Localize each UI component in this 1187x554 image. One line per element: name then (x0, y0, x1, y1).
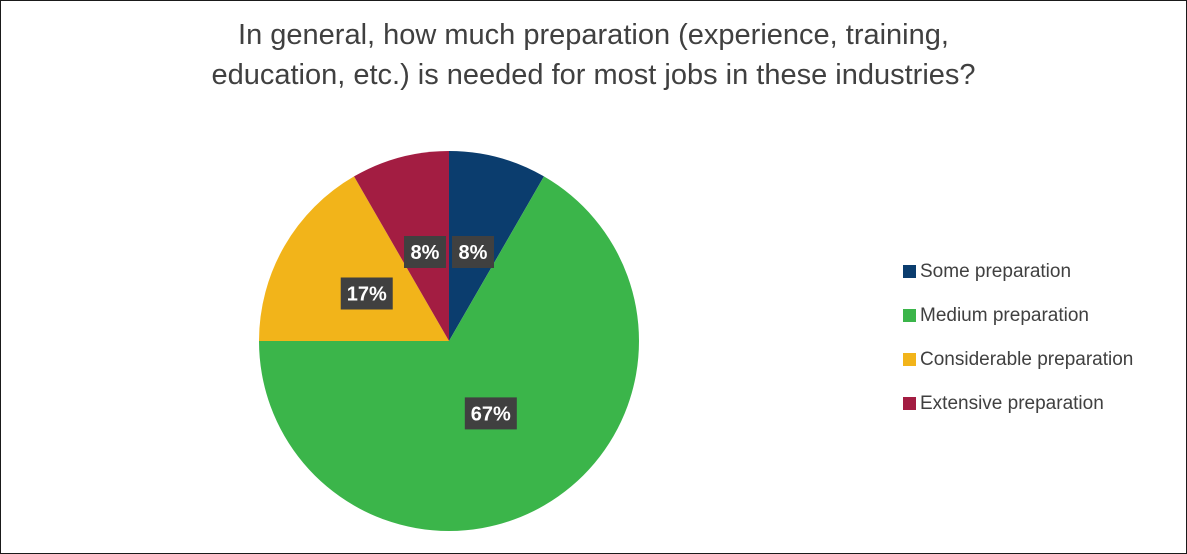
data-label: 17% (340, 277, 393, 310)
data-label-box (464, 397, 517, 430)
data-label-text: 8% (459, 242, 488, 264)
legend-item-considerable-preparation: Considerable preparation (903, 345, 1133, 374)
legend-label: Considerable preparation (920, 348, 1134, 370)
legend: Some preparation Medium preparation Cons… (903, 257, 1133, 433)
legend-item-some-preparation: Some preparation (903, 257, 1133, 286)
legend-swatch (903, 309, 916, 322)
legend-label: Medium preparation (920, 304, 1089, 326)
legend-swatch (903, 265, 916, 278)
data-label-box (404, 236, 446, 268)
pie-slice (259, 176, 639, 531)
data-label: 8% (452, 236, 494, 268)
legend-swatch (903, 397, 916, 410)
data-label-text: 8% (411, 242, 440, 264)
data-label-text: 67% (471, 403, 511, 425)
data-label: 8% (404, 236, 446, 268)
chart-title: In general, how much preparation (experi… (1, 15, 1186, 95)
chart-title-line-2: education, etc.) is needed for most jobs… (211, 59, 976, 91)
pie-slice (259, 176, 449, 341)
chart-title-line-1: In general, how much preparation (experi… (238, 19, 949, 51)
legend-label: Some preparation (920, 260, 1072, 282)
pie-slice (354, 151, 449, 341)
pie-slice (449, 151, 544, 341)
data-label-box (340, 277, 393, 310)
data-label-box (452, 236, 494, 268)
data-label-text: 17% (347, 283, 387, 305)
legend-swatch (903, 353, 916, 366)
legend-item-medium-preparation: Medium preparation (903, 301, 1133, 330)
legend-label: Extensive preparation (920, 392, 1104, 414)
legend-item-extensive-preparation: Extensive preparation (903, 389, 1133, 418)
data-label: 67% (464, 397, 517, 430)
